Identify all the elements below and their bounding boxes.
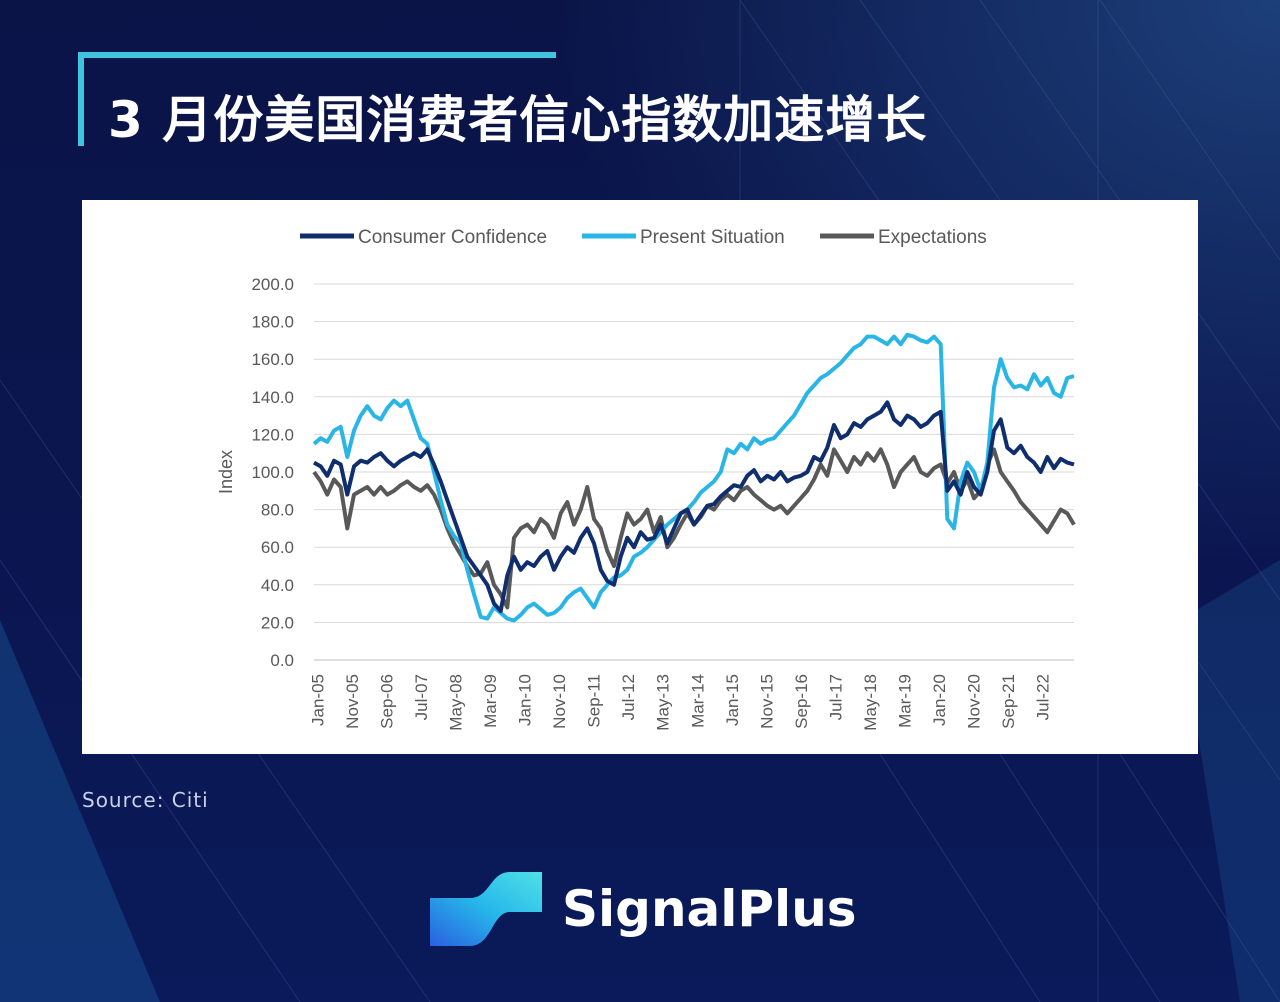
x-tick-label: Jan-10 <box>516 674 535 726</box>
y-tick-label: 0.0 <box>270 651 294 670</box>
y-tick-label: 120.0 <box>251 425 294 444</box>
y-tick-label: 140.0 <box>251 388 294 407</box>
y-tick-label: 100.0 <box>251 463 294 482</box>
y-tick-label: 80.0 <box>261 501 294 520</box>
x-tick-label: Jul-17 <box>826 674 845 720</box>
series-line-expectations <box>312 447 1076 610</box>
x-tick-label: May-13 <box>654 674 673 731</box>
x-tick-label: May-18 <box>861 674 880 731</box>
x-tick-label: Sep-16 <box>792 674 811 729</box>
x-tick-label: Sep-11 <box>585 674 604 728</box>
x-tick-label: Nov-10 <box>550 674 569 729</box>
x-tick-label: Sep-21 <box>999 674 1018 729</box>
series-line-present-situation <box>312 332 1075 623</box>
title-accent-top <box>78 52 556 58</box>
y-tick-label: 160.0 <box>251 350 294 369</box>
legend-label: Expectations <box>878 227 987 248</box>
x-tick-label: Jan-15 <box>723 674 742 726</box>
y-tick-label: 180.0 <box>251 313 294 332</box>
title-accent-left <box>78 52 84 146</box>
y-tick-label: 60.0 <box>261 538 294 557</box>
x-tick-label: Nov-20 <box>965 674 984 729</box>
series-line-consumer-confidence <box>313 400 1075 614</box>
brand-name: SignalPlus <box>562 880 857 938</box>
signalplus-logo-icon <box>430 872 542 946</box>
source-note: Source: Citi <box>82 788 209 812</box>
x-tick-label: Jul-07 <box>412 674 431 720</box>
x-tick-label: Sep-06 <box>377 674 396 729</box>
legend-label: Present Situation <box>640 227 785 248</box>
x-tick-label: Mar-09 <box>481 674 500 728</box>
x-tick-label: Nov-05 <box>343 674 362 729</box>
x-tick-label: Jan-05 <box>308 674 327 726</box>
y-tick-label: 40.0 <box>261 576 294 595</box>
x-tick-label: Nov-15 <box>757 674 776 729</box>
y-axis-label: Index <box>216 450 236 494</box>
x-tick-label: Mar-19 <box>896 674 915 728</box>
x-tick-label: Jul-12 <box>619 674 638 720</box>
y-tick-label: 200.0 <box>251 275 294 294</box>
x-tick-label: May-08 <box>446 674 465 731</box>
line-chart: 200.0 180.0 160.0 140.0 120.0 100.0 80.0 60.0 40… <box>216 227 1076 731</box>
y-tick-label: 20.0 <box>261 613 294 632</box>
legend-label: Consumer Confidence <box>358 227 547 248</box>
x-tick-label: Mar-14 <box>688 674 707 728</box>
chart-card: 200.0 180.0 160.0 140.0 120.0 100.0 80.0 60.0 40… <box>82 200 1198 754</box>
x-tick-label: Jan-20 <box>930 674 949 726</box>
page-title: 3 月份美国消费者信心指数加速增长 <box>108 91 928 149</box>
x-tick-label: Jul-22 <box>1034 674 1053 720</box>
